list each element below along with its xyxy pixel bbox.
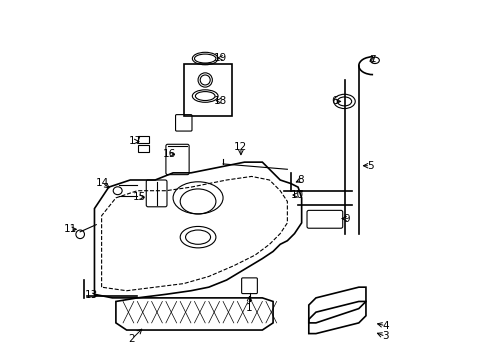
Text: 8: 8 [297,175,304,185]
Text: 12: 12 [234,142,247,152]
Text: 14: 14 [96,178,109,188]
Text: 9: 9 [342,213,349,224]
Text: 15: 15 [132,192,145,202]
Text: 4: 4 [382,321,388,331]
Text: 3: 3 [382,332,388,342]
Text: 2: 2 [128,334,135,344]
Text: 10: 10 [290,190,304,200]
Text: 18: 18 [213,96,226,106]
Text: 17: 17 [129,136,142,147]
Text: 19: 19 [213,53,226,63]
Text: 6: 6 [330,96,337,107]
Text: 16: 16 [163,149,176,159]
Text: 13: 13 [85,291,98,300]
Text: 11: 11 [64,224,77,234]
Text: 1: 1 [245,302,252,312]
Text: 7: 7 [368,55,375,65]
Text: 5: 5 [366,161,373,171]
